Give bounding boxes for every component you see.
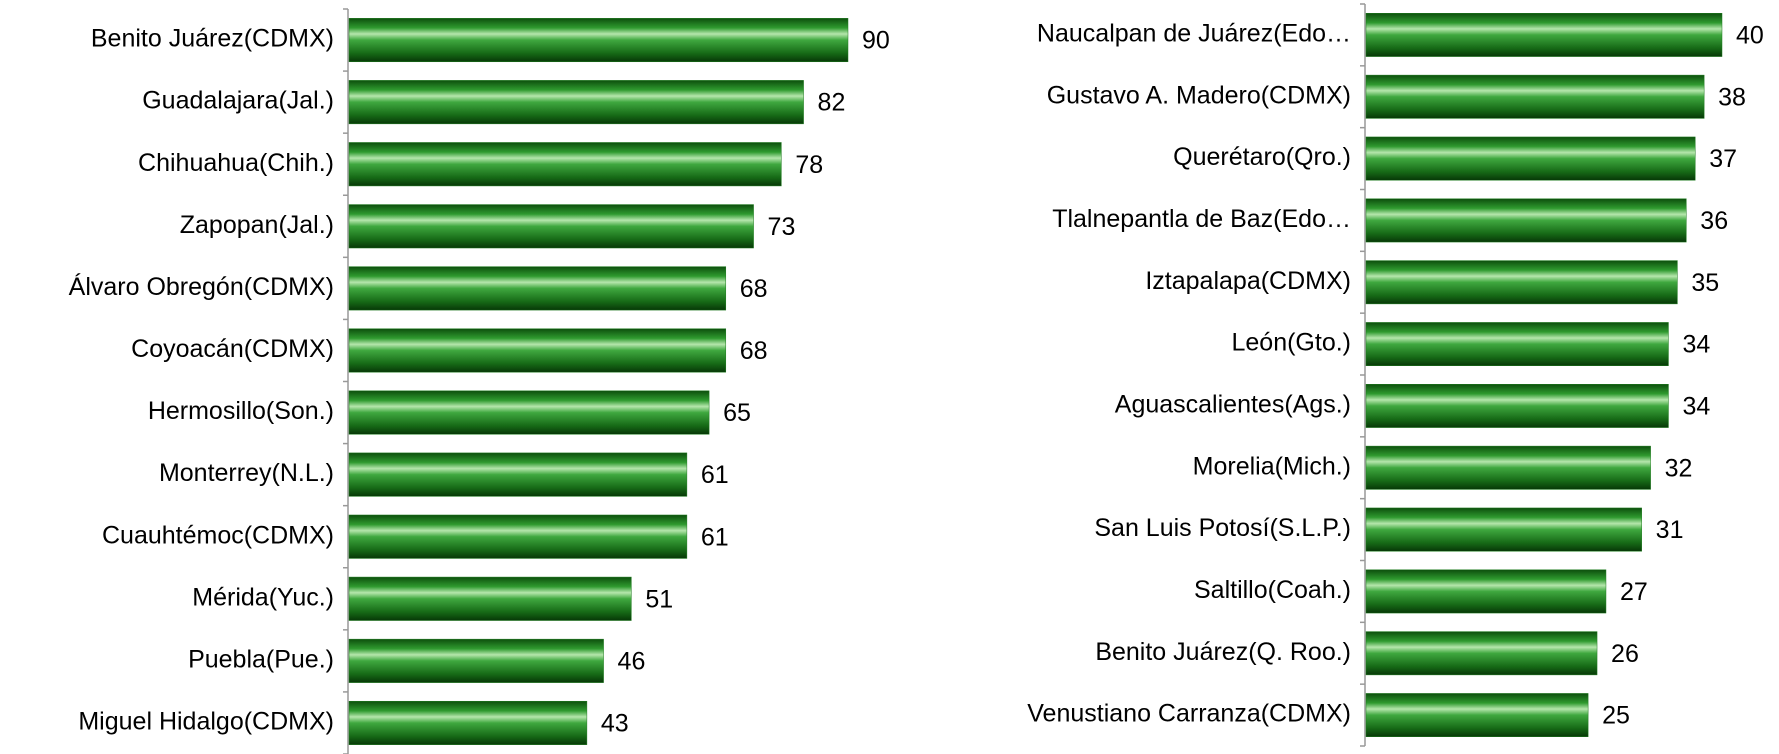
category-label: Puebla(Pue.): [188, 645, 334, 673]
category-label: Venustiano Carranza(CDMX): [1027, 700, 1351, 728]
value-label: 36: [1700, 207, 1728, 235]
category-label: Mérida(Yuc.): [192, 583, 334, 611]
value-label: 40: [1736, 22, 1764, 50]
category-label: Querétaro(Qro.): [1173, 143, 1351, 171]
category-label: Aguascalientes(Ags.): [1115, 391, 1351, 419]
bar: [1365, 260, 1678, 305]
bar: [1365, 507, 1642, 552]
category-label: Zapopan(Jal.): [180, 211, 334, 239]
value-label: 34: [1682, 331, 1710, 359]
value-label: 27: [1620, 578, 1648, 606]
category-label: Saltillo(Coah.): [1194, 576, 1351, 604]
value-label: 43: [601, 710, 629, 738]
bar: [1365, 198, 1687, 243]
value-label: 31: [1656, 516, 1684, 544]
value-label: 26: [1611, 640, 1639, 668]
bar: [1365, 631, 1598, 676]
value-label: 78: [795, 151, 823, 179]
bar: [1365, 384, 1669, 428]
category-label: Iztapalapa(CDMX): [1145, 267, 1351, 295]
category-label: Benito Juárez(Q. Roo.): [1095, 638, 1351, 666]
value-label: 82: [818, 89, 846, 117]
bar: [1365, 13, 1723, 57]
category-label: León(Gto.): [1231, 329, 1351, 357]
value-label: 73: [768, 213, 796, 241]
value-label: 68: [740, 275, 768, 303]
bar: [1365, 74, 1705, 119]
value-label: 37: [1709, 145, 1737, 173]
value-label: 65: [723, 399, 751, 427]
bar: [1365, 136, 1696, 181]
value-label: 35: [1691, 269, 1719, 297]
bar: [348, 18, 849, 63]
category-label: Cuauhtémoc(CDMX): [102, 521, 334, 549]
bar: [348, 514, 688, 559]
value-label: 32: [1665, 454, 1693, 482]
value-label: 68: [740, 337, 768, 365]
bar: [348, 80, 804, 125]
category-label: Coyoacán(CDMX): [131, 335, 334, 363]
bar: [348, 266, 727, 311]
value-label: 51: [645, 585, 673, 613]
bar: [1365, 693, 1589, 737]
bar: [348, 576, 632, 621]
category-label: Monterrey(N.L.): [159, 459, 334, 487]
bar: [348, 700, 588, 745]
category-label: Álvaro Obregón(CDMX): [69, 272, 334, 301]
value-label: 61: [701, 523, 729, 551]
category-label: Gustavo A. Madero(CDMX): [1047, 81, 1351, 109]
value-label: 25: [1602, 702, 1630, 730]
value-label: 46: [618, 647, 646, 675]
bar: [348, 204, 754, 249]
bar: [1365, 445, 1651, 490]
category-label: Chihuahua(Chih.): [138, 149, 334, 177]
bar: [348, 390, 710, 435]
category-label: Morelia(Mich.): [1193, 452, 1351, 480]
category-label: Naucalpan de Juárez(Edo…: [1037, 20, 1351, 48]
category-label: Miguel Hidalgo(CDMX): [78, 708, 334, 736]
category-label: Hermosillo(Son.): [148, 397, 334, 425]
bar: [348, 328, 727, 373]
category-label: Guadalajara(Jal.): [142, 87, 334, 115]
value-label: 34: [1682, 393, 1710, 421]
bar: [1365, 322, 1669, 366]
bar: [348, 452, 688, 497]
value-label: 90: [862, 27, 890, 55]
bar: [348, 638, 604, 683]
bar: [348, 142, 782, 187]
category-label: Tlalnepantla de Baz(Edo…: [1052, 205, 1351, 233]
category-label: Benito Juárez(CDMX): [91, 25, 334, 53]
category-label: San Luis Potosí(S.L.P.): [1094, 514, 1351, 542]
bar: [1365, 569, 1607, 614]
value-label: 38: [1718, 83, 1746, 111]
value-label: 61: [701, 461, 729, 489]
